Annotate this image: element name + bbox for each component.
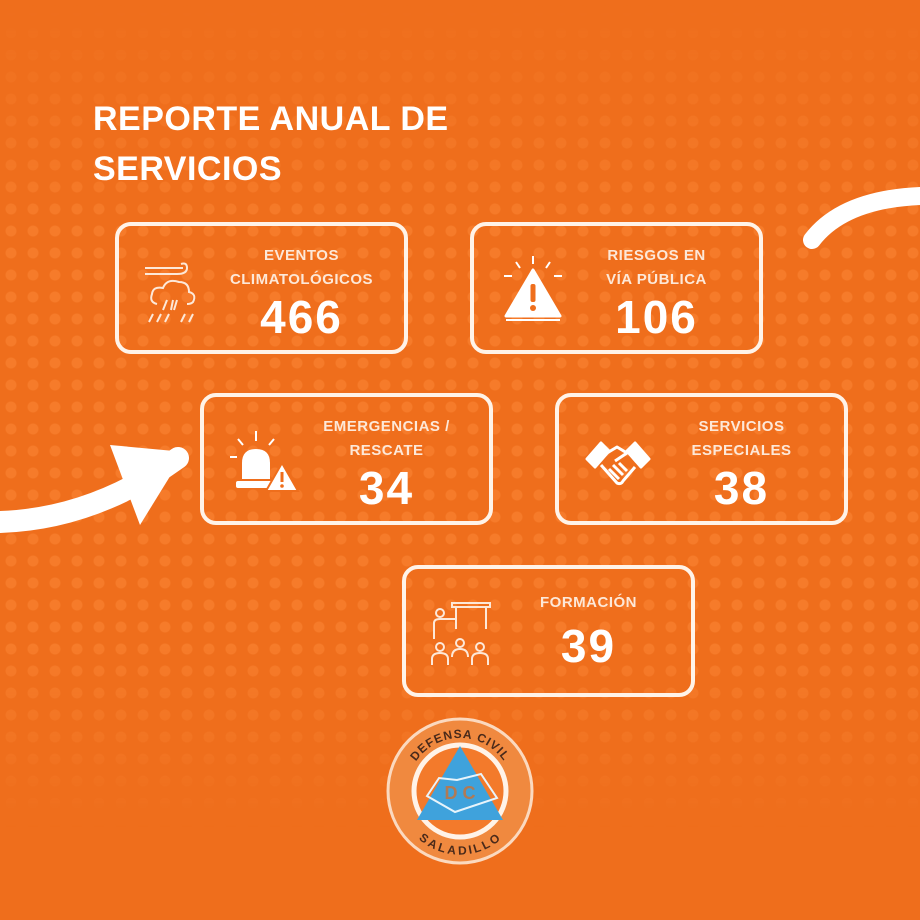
handshake-icon — [585, 441, 651, 486]
card-label: EVENTOS CLIMATOLÓGICOS — [229, 247, 374, 288]
card-label: RIESGOS EN VÍA PÚBLICA — [606, 247, 707, 288]
card-riesgos-via-publica: RIESGOS EN VÍA PÚBLICA 106 — [470, 222, 763, 354]
training-class-icon — [431, 602, 491, 665]
title-line-2: SERVICIOS — [93, 150, 283, 188]
card-emergencias-rescate: EMERGENCIAS / RESCATE 34 — [200, 393, 493, 525]
card-value: 39 — [560, 620, 617, 672]
svg-text:D C: D C — [445, 783, 476, 803]
card-value: 466 — [260, 291, 343, 343]
card-formacion: FORMACIÓN 39 — [402, 565, 695, 697]
warning-triangle-icon — [504, 256, 562, 321]
card-value: 106 — [615, 291, 698, 343]
defensa-civil-saladillo-logo: D C DEFENSA CIVIL SALADILLO — [386, 717, 534, 865]
card-value: 38 — [713, 462, 770, 514]
card-eventos-climatologicos: EVENTOS CLIMATOLÓGICOS 466 — [115, 222, 408, 354]
title-line-1: REPORTE ANUAL DE — [93, 100, 449, 138]
page-title: REPORTE ANUAL DE SERVICIOS — [93, 94, 449, 194]
card-label: FORMACIÓN — [540, 594, 637, 611]
card-label: SERVICIOS ESPECIALES — [691, 418, 792, 459]
card-label: EMERGENCIAS / RESCATE — [323, 418, 450, 459]
card-servicios-especiales: SERVICIOS ESPECIALES 38 — [555, 393, 848, 525]
card-value: 34 — [358, 462, 415, 514]
storm-cloud-icon — [145, 262, 196, 323]
siren-alert-icon — [230, 431, 300, 492]
